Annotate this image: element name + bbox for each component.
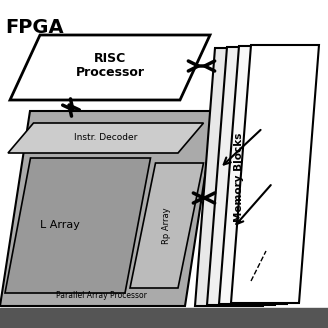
- Text: RISC
Processor: RISC Processor: [75, 51, 145, 79]
- Text: FPGA: FPGA: [5, 18, 64, 37]
- Polygon shape: [8, 123, 203, 153]
- Polygon shape: [10, 35, 210, 100]
- Text: Parallel Array Processor: Parallel Array Processor: [56, 291, 147, 300]
- Bar: [0, 308, 328, 328]
- Polygon shape: [219, 46, 307, 304]
- Polygon shape: [195, 48, 283, 306]
- Polygon shape: [5, 158, 151, 293]
- Text: Rp Array: Rp Array: [162, 207, 171, 244]
- Text: Memory Blocks: Memory Blocks: [234, 132, 244, 222]
- Polygon shape: [0, 111, 215, 306]
- Text: Instr. Decoder: Instr. Decoder: [74, 133, 137, 142]
- Polygon shape: [231, 45, 319, 303]
- Polygon shape: [207, 47, 295, 305]
- Polygon shape: [130, 163, 203, 288]
- Text: L Array: L Array: [40, 220, 80, 231]
